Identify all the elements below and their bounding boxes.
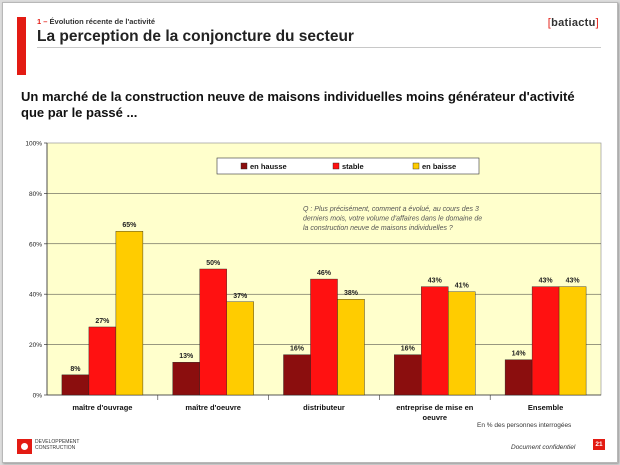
legend-label: stable	[342, 162, 364, 171]
bar	[115, 230, 144, 396]
brand-name: batiactu	[551, 17, 596, 29]
data-label: 16%	[401, 346, 416, 353]
page-number: 21	[593, 439, 605, 450]
data-label: 38%	[344, 290, 359, 297]
data-label: 50%	[206, 260, 221, 267]
bar-chart: 0% 20% 40% 60% 80% 100% maître d'ouvrage 8% 27% 6…	[25, 141, 602, 422]
legend-swatch	[332, 162, 340, 170]
bar	[558, 286, 587, 396]
annotation-text: derniers mois, votre volume d'affaires d…	[303, 216, 482, 223]
data-label: 8%	[70, 366, 81, 373]
data-label: 16%	[290, 346, 305, 353]
header-divider	[37, 47, 601, 48]
data-label: 46%	[317, 270, 332, 277]
section-text: Évolution récente de l'activité	[49, 17, 156, 26]
bar	[61, 374, 90, 396]
legend-box	[216, 157, 480, 175]
accent-bar	[17, 17, 26, 75]
page-title: La perception de la conjoncture du secte…	[37, 28, 354, 45]
legend-swatch	[412, 162, 420, 170]
data-label: 37%	[233, 293, 248, 300]
data-label: 43%	[428, 278, 443, 285]
legend-swatch	[240, 162, 248, 170]
brand-logo: [batiactu]	[547, 17, 599, 29]
x-tick-label: maître d'oeuvre	[185, 403, 241, 412]
bar	[504, 359, 533, 396]
bar	[172, 362, 200, 396]
data-label: 13%	[179, 353, 194, 360]
bar	[226, 301, 254, 396]
logo-mark-icon	[17, 439, 32, 454]
data-label: 43%	[539, 278, 554, 285]
data-label: 43%	[566, 278, 581, 285]
logo-line-2: CONSTRUCTION	[35, 445, 76, 451]
logo-line-1: DEVELOPPEMENT	[35, 439, 80, 445]
confidential-label: Document confidentiel	[511, 444, 576, 451]
bar	[199, 268, 227, 396]
data-label: 27%	[95, 318, 110, 325]
bar	[421, 286, 449, 396]
bar	[310, 278, 338, 396]
y-tick-label: 60%	[29, 241, 42, 248]
bar	[337, 299, 365, 396]
y-tick-label: 100%	[25, 141, 42, 148]
bar	[88, 326, 117, 396]
chart-footnote: En % des personnes interrogées	[477, 422, 572, 429]
developpement-construction-logo: DEVELOPPEMENT CONSTRUCTION	[17, 437, 107, 457]
x-tick-label: maître d'ouvrage	[72, 403, 132, 412]
legend-label: en baisse	[422, 162, 456, 171]
y-tick-label: 20%	[29, 342, 42, 349]
annotation-text: la construction neuve de maisons individ…	[303, 225, 453, 232]
y-tick-label: 40%	[29, 292, 42, 299]
legend-label: en hausse	[250, 162, 287, 171]
data-label: 14%	[512, 351, 527, 358]
y-tick-label: 80%	[29, 191, 42, 198]
data-label: 41%	[455, 283, 470, 290]
section-label: 1 – Évolution récente de l'activité	[37, 17, 155, 26]
bar	[448, 291, 476, 396]
x-tick-label: entreprise de mise en	[396, 403, 474, 412]
y-tick-label: 0%	[33, 393, 43, 400]
slide-subtitle: Un marché de la construction neuve de ma…	[21, 89, 575, 120]
bar	[394, 354, 422, 396]
annotation-text: Q : Plus précisément, comment a évolué, …	[303, 206, 479, 213]
section-number: 1 –	[37, 17, 48, 26]
x-tick-label: oeuvre	[422, 413, 447, 422]
x-tick-label: Ensemble	[528, 403, 563, 412]
data-label: 65%	[122, 222, 137, 229]
bar	[283, 354, 311, 396]
bar	[531, 286, 560, 396]
x-tick-label: distributeur	[303, 403, 345, 412]
